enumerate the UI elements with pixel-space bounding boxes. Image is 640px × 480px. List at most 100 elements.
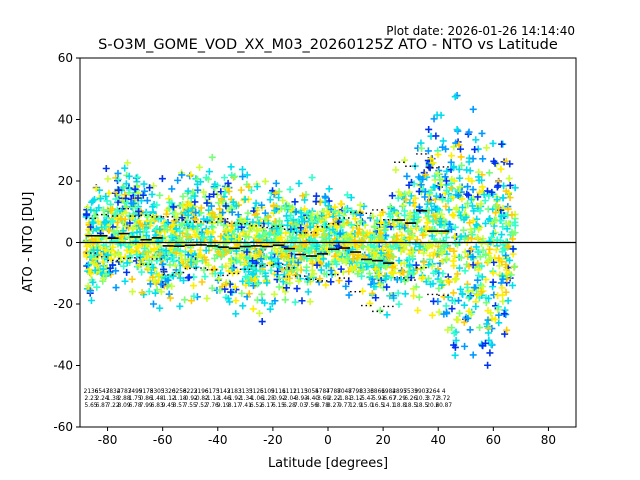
data-point (489, 230, 497, 238)
data-point (479, 246, 487, 254)
data-point (434, 151, 442, 159)
bin-std-label: 6.52 (250, 403, 263, 409)
data-point (149, 273, 157, 281)
data-point (343, 191, 351, 199)
data-point (467, 310, 475, 318)
bin-std-label: 7.55 (184, 403, 197, 409)
data-point (239, 302, 247, 310)
data-point (291, 198, 299, 206)
data-point (342, 282, 350, 290)
data-point (405, 181, 413, 189)
data-point (104, 175, 112, 183)
data-point (451, 276, 459, 284)
data-point (366, 270, 374, 278)
bin-std-label: 6.87 (96, 403, 109, 409)
data-point (333, 223, 341, 231)
bin-std-label: 16.5 (371, 403, 384, 409)
data-point (411, 246, 419, 254)
data-point (258, 260, 266, 268)
data-point (270, 290, 278, 298)
data-point (113, 206, 121, 214)
data-point (256, 267, 264, 275)
data-point (347, 221, 355, 229)
bin-mean-label: 2.23 (85, 396, 98, 402)
data-point (425, 261, 433, 269)
data-point (433, 205, 441, 213)
data-point (499, 275, 507, 283)
data-point (502, 261, 510, 269)
data-point (226, 246, 234, 254)
data-point (198, 278, 206, 286)
bin-count: 6984 (381, 389, 396, 395)
data-point (410, 215, 418, 223)
data-point (232, 202, 240, 210)
bin-count: 8047 (337, 389, 352, 395)
data-point (249, 305, 257, 313)
data-point (493, 183, 501, 191)
data-point (333, 260, 341, 268)
data-point (93, 206, 101, 214)
bin-mean-label: -1.18 (172, 396, 187, 402)
data-point (351, 215, 359, 223)
data-point (86, 270, 94, 278)
data-point (140, 180, 148, 188)
data-point (439, 270, 447, 278)
data-point (425, 125, 433, 133)
data-point (416, 242, 424, 250)
data-point (145, 288, 153, 296)
data-point (452, 205, 460, 213)
x-tick-label: 80 (541, 433, 556, 447)
data-point (485, 294, 493, 302)
bin-std-label: 7.22 (107, 403, 120, 409)
data-point (327, 278, 335, 286)
data-point (467, 235, 475, 243)
data-point (399, 202, 407, 210)
bin-mean-label: 3.72 (426, 396, 439, 402)
data-point (482, 251, 490, 259)
data-point (258, 201, 266, 209)
data-point (370, 223, 378, 231)
data-point (461, 342, 469, 350)
data-point (349, 256, 357, 264)
y-tick-label: 40 (58, 113, 73, 127)
data-point (429, 183, 437, 191)
data-point (448, 175, 456, 183)
data-point (455, 141, 463, 149)
data-point (123, 259, 131, 267)
data-point (134, 194, 142, 202)
bin-std-label: 14.1 (382, 403, 395, 409)
data-point (291, 298, 299, 306)
data-point (431, 248, 439, 256)
data-point (504, 297, 512, 305)
data-point (205, 193, 213, 201)
bin-mean-label: -4.40 (304, 396, 319, 402)
data-point (468, 177, 476, 185)
data-point (292, 208, 300, 216)
data-point (289, 256, 297, 264)
data-point (297, 224, 305, 232)
chart-title: S-O3M_GOME_VOD_XX_M03_20260125Z ATO - NT… (98, 37, 558, 53)
data-point (138, 289, 146, 297)
data-point (461, 235, 469, 243)
data-point (509, 281, 517, 289)
bin-std-label: 8.09 (118, 403, 131, 409)
data-point (378, 237, 386, 245)
data-point (306, 298, 314, 306)
bin-mean-label: 1.38 (107, 396, 120, 402)
data-point (420, 249, 428, 257)
data-point (234, 268, 242, 276)
data-point (486, 245, 494, 253)
data-point (168, 185, 176, 193)
data-point (319, 247, 327, 255)
data-point (451, 223, 459, 231)
data-point (155, 271, 163, 279)
data-point (192, 208, 200, 216)
data-point (354, 251, 362, 259)
data-point (282, 229, 290, 237)
data-point (320, 207, 328, 215)
data-point (249, 282, 257, 290)
data-point (267, 237, 275, 245)
data-point (231, 172, 239, 180)
bin-count: 4787 (117, 389, 132, 395)
data-point (226, 298, 234, 306)
